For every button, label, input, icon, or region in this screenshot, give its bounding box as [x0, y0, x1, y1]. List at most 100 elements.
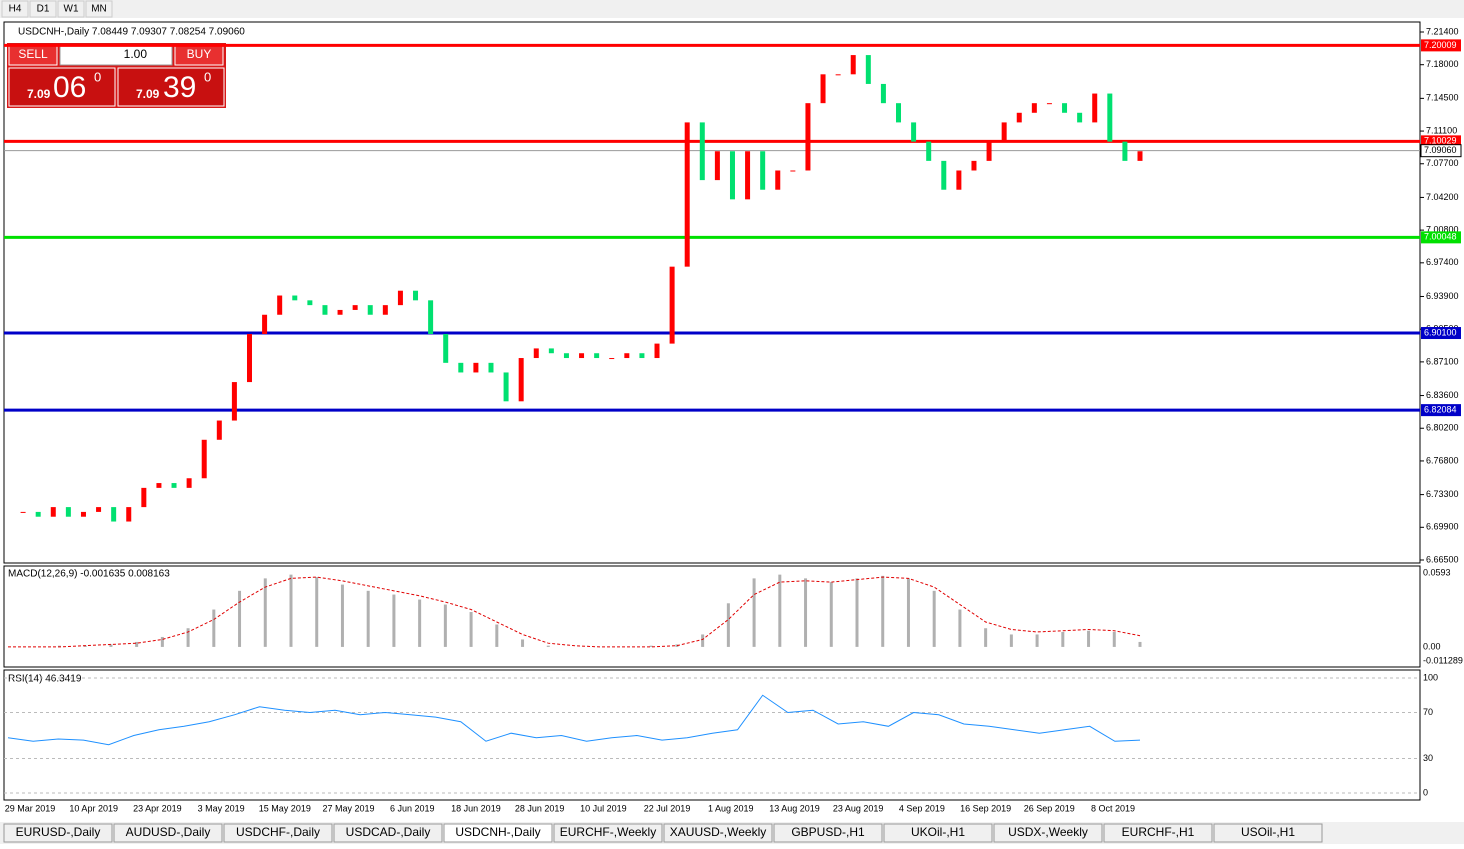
tab-label[interactable]: EURCHF-,Weekly [560, 825, 656, 839]
level-tag: 6.82084 [1424, 404, 1457, 414]
candle [760, 151, 766, 190]
candle [428, 300, 434, 334]
level-tag-bg [1421, 404, 1461, 417]
candle [307, 300, 313, 306]
timeframe-label[interactable]: MN [91, 4, 107, 15]
candle [322, 305, 328, 315]
y-tick-label: 6.80200 [1426, 423, 1459, 433]
macd-signal [8, 576, 1141, 648]
x-tick-label: 27 May 2019 [323, 803, 375, 813]
tab[interactable] [663, 823, 773, 843]
rsi-tick-label: 0 [1423, 787, 1428, 797]
tab[interactable] [553, 823, 663, 843]
main-panel [3, 21, 1421, 564]
buy-label[interactable]: BUY [187, 47, 212, 61]
level-tag: 6.90100 [1424, 327, 1457, 337]
candle [563, 353, 569, 359]
tab[interactable] [773, 823, 883, 843]
tab-label[interactable]: AUDUSD-,Daily [126, 825, 211, 839]
timeframe-button[interactable] [1, 0, 29, 18]
timeframe-button[interactable] [57, 0, 85, 18]
tab[interactable] [993, 823, 1103, 843]
tab[interactable] [1103, 823, 1213, 843]
y-tick-label: 7.04200 [1426, 192, 1459, 202]
x-tick-label: 4 Sep 2019 [899, 803, 945, 813]
candle [171, 483, 177, 488]
candle [80, 511, 86, 517]
y-tick-label: 7.14500 [1426, 93, 1459, 103]
timeframe-button[interactable] [29, 0, 57, 18]
tab[interactable] [223, 823, 333, 843]
y-tick-label: 6.87100 [1426, 356, 1459, 366]
macd-tick-label: 0.0593 [1423, 567, 1451, 577]
tab-label[interactable]: USDCNH-,Daily [455, 825, 540, 839]
tab-label[interactable]: UKOil-,H1 [911, 825, 965, 839]
tab[interactable] [113, 823, 223, 843]
level-tag-bg [1421, 39, 1461, 52]
tab[interactable] [333, 823, 443, 843]
x-tick-label: 13 Aug 2019 [769, 803, 820, 813]
tab-label[interactable]: USDX-,Weekly [1008, 825, 1088, 839]
rsi-line [7, 694, 1141, 746]
candle [201, 439, 207, 479]
y-tick-label: 6.73300 [1426, 489, 1459, 499]
tab-label[interactable]: USOil-,H1 [1241, 825, 1295, 839]
tab-label[interactable]: EURCHF-,H1 [1122, 825, 1195, 839]
toolbar [0, 0, 1464, 18]
bid-big: 7.09 [27, 87, 51, 101]
candle [1031, 103, 1037, 113]
x-tick-label: 15 May 2019 [259, 803, 311, 813]
y-tick-label: 7.00800 [1426, 224, 1459, 234]
level-tag-bg [1421, 327, 1461, 340]
tab-label[interactable]: EURUSD-,Daily [16, 825, 101, 839]
tab-label[interactable]: USDCAD-,Daily [346, 825, 431, 839]
candle [50, 507, 56, 517]
x-tick-label: 10 Jul 2019 [580, 803, 627, 813]
tab[interactable] [443, 823, 553, 843]
candle [533, 348, 539, 359]
candle [1016, 112, 1022, 123]
tab[interactable] [3, 823, 113, 843]
tab-label[interactable]: GBPUSD-,H1 [791, 825, 865, 839]
y-tick-label: 6.83600 [1426, 390, 1459, 400]
bid-pips: 06 [53, 71, 86, 104]
x-tick-label: 1 Aug 2019 [708, 803, 754, 813]
y-tick-label: 7.11100 [1426, 125, 1457, 135]
candle [654, 343, 660, 359]
timeframe-label[interactable]: D1 [37, 4, 50, 15]
candle [156, 483, 162, 488]
candle [382, 305, 388, 315]
bid-box[interactable] [8, 67, 116, 107]
candle [896, 103, 902, 123]
macd-tick-label: 0.00 [1423, 641, 1441, 651]
y-tick-label: 6.76800 [1426, 455, 1459, 465]
candle [337, 309, 343, 315]
tab[interactable] [883, 823, 993, 843]
timeframe-button[interactable] [85, 0, 113, 18]
candle [216, 420, 222, 440]
chart-header: USDCNH-,Daily 7.08449 7.09307 7.08254 7.… [18, 27, 245, 38]
candle [1062, 103, 1068, 113]
candle [745, 151, 751, 200]
candle [503, 372, 509, 402]
candle [141, 487, 147, 508]
y-tick-label: 7.18000 [1426, 59, 1459, 69]
timeframe-label[interactable]: W1 [64, 4, 79, 15]
lot-value[interactable]: 1.00 [124, 47, 148, 61]
ask-box[interactable] [117, 67, 225, 107]
candle [926, 141, 932, 161]
tab-label[interactable]: XAUUSD-,Weekly [670, 825, 766, 839]
y-tick-label: 6.69900 [1426, 522, 1459, 532]
candle [473, 362, 479, 373]
candle [805, 103, 811, 171]
tab-label[interactable]: USDCHF-,Daily [236, 825, 320, 839]
candle [911, 122, 917, 142]
candle [231, 382, 237, 421]
sell-label[interactable]: SELL [18, 47, 48, 61]
level-tag: 7.10029 [1424, 136, 1457, 146]
candle [262, 314, 268, 334]
timeframe-label[interactable]: H4 [9, 4, 22, 15]
lot-input[interactable] [59, 44, 173, 66]
ask-big: 7.09 [136, 87, 160, 101]
tab[interactable] [1213, 823, 1323, 843]
